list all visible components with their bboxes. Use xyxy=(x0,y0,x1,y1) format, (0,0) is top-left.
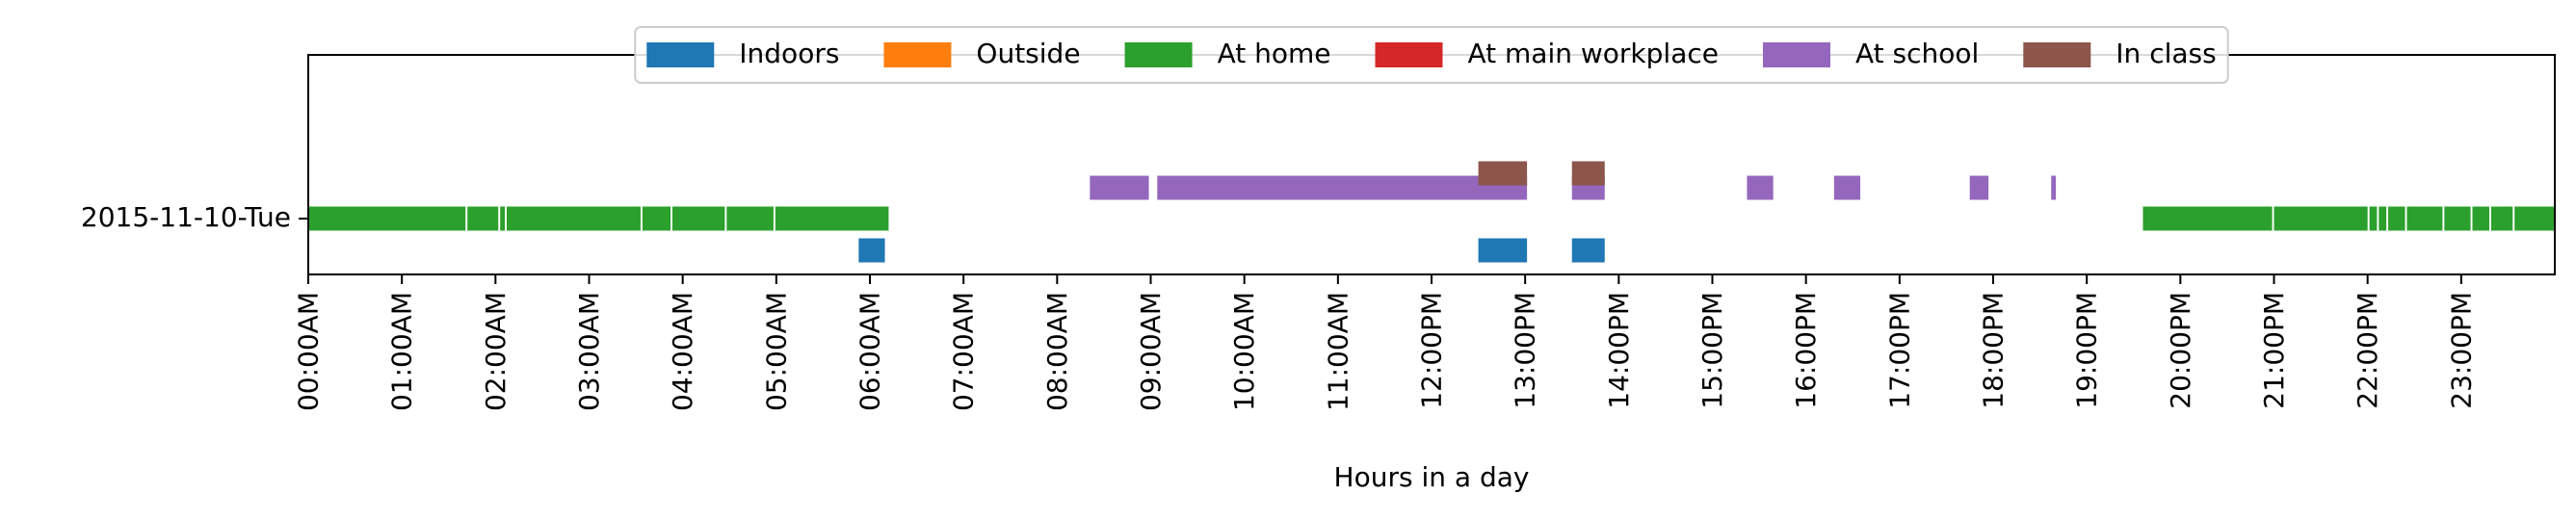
bar-at-school-4 xyxy=(1833,175,1861,200)
legend-label-outside: Outside xyxy=(976,38,1080,69)
bar-at-school-1 xyxy=(1157,175,1528,200)
bar-at-home-16 xyxy=(2490,206,2513,231)
legend-label-in-class: In class xyxy=(2116,38,2216,69)
bar-at-home-4 xyxy=(642,206,671,231)
bar-at-school-0 xyxy=(1090,175,1149,200)
x-tick-label: 07:00AM xyxy=(948,292,980,411)
bar-at-home-14 xyxy=(2444,206,2471,231)
x-tick-label: 00:00AM xyxy=(293,292,325,411)
x-tick-label: 10:00AM xyxy=(1228,292,1260,411)
x-tick-label: 03:00AM xyxy=(573,292,605,411)
x-tick-label: 20:00PM xyxy=(2165,292,2196,409)
bar-indoors-2 xyxy=(1571,238,1605,263)
x-tick-label: 11:00AM xyxy=(1322,292,1354,411)
bar-at-home-0 xyxy=(308,206,466,231)
bar-at-home-10 xyxy=(2369,206,2378,231)
x-tick-label: 08:00AM xyxy=(1041,292,1073,411)
x-tick-label: 02:00AM xyxy=(480,292,512,411)
legend-label-indoors: Indoors xyxy=(739,38,839,69)
x-tick-label: 18:00PM xyxy=(1978,292,2010,409)
bar-at-home-1 xyxy=(467,206,499,231)
bar-in-class-1 xyxy=(1571,161,1605,186)
x-tick-label: 12:00PM xyxy=(1416,292,1448,409)
legend-swatch-at-home xyxy=(1124,42,1193,67)
bar-at-home-15 xyxy=(2472,206,2489,231)
legend-swatch-at-main-workplace xyxy=(1375,42,1443,67)
legend-label-at-main-workplace: At main workplace xyxy=(1467,38,1719,69)
bar-at-home-11 xyxy=(2379,206,2387,231)
bar-at-school-5 xyxy=(1969,175,1989,200)
x-tick-label: 15:00PM xyxy=(1696,292,1728,409)
x-tick-label: 16:00PM xyxy=(1790,292,1822,409)
x-tick-label: 05:00AM xyxy=(760,292,792,411)
x-tick-label: 01:00AM xyxy=(386,292,418,411)
bar-at-home-5 xyxy=(671,206,725,231)
x-axis-label: Hours in a day xyxy=(1334,461,1530,493)
bar-at-home-9 xyxy=(2274,206,2368,231)
bar-at-home-13 xyxy=(2406,206,2443,231)
x-tick-label: 04:00AM xyxy=(667,292,698,411)
bar-at-home-3 xyxy=(506,206,641,231)
legend-swatch-indoors xyxy=(646,42,715,67)
x-tick-label: 17:00PM xyxy=(1883,292,1915,409)
x-tick-label: 06:00AM xyxy=(854,292,886,411)
bar-at-home-12 xyxy=(2388,206,2405,231)
legend-swatch-at-school xyxy=(1762,42,1830,67)
bar-at-home-6 xyxy=(726,206,774,231)
legend: Indoors Outside At home At main workplace At… xyxy=(634,26,2229,84)
bar-at-school-6 xyxy=(2051,175,2057,200)
y-axis: 2015-11-10-Tue xyxy=(81,201,308,233)
x-tick-label: 13:00PM xyxy=(1510,292,1541,409)
x-axis: 00:00AM 01:00AM 02:00AM 03:00AM 04:00AM 05:00… xyxy=(293,274,2477,411)
y-tick-label: 2015-11-10-Tue xyxy=(81,201,291,233)
bar-at-home-17 xyxy=(2514,206,2555,231)
x-tick-label: 19:00PM xyxy=(2071,292,2103,409)
bar-at-home-2 xyxy=(500,206,506,231)
x-tick-label: 09:00AM xyxy=(1135,292,1167,411)
bars-layer xyxy=(308,161,2555,263)
legend-label-at-home: At home xyxy=(1218,38,1331,69)
legend-swatch-outside xyxy=(883,42,952,67)
x-tick-label: 23:00PM xyxy=(2445,292,2477,409)
bar-at-school-3 xyxy=(1747,175,1774,200)
legend-swatch-in-class xyxy=(2023,42,2091,67)
bar-indoors-1 xyxy=(1478,238,1528,263)
bar-indoors-0 xyxy=(858,238,885,263)
x-tick-label: 14:00PM xyxy=(1603,292,1635,409)
bar-at-home-8 xyxy=(2142,206,2273,231)
x-tick-label: 22:00PM xyxy=(2352,292,2383,409)
bar-at-home-7 xyxy=(775,206,889,231)
legend-label-at-school: At school xyxy=(1855,38,1979,69)
x-tick-label: 21:00PM xyxy=(2258,292,2290,409)
bar-in-class-0 xyxy=(1478,161,1528,186)
